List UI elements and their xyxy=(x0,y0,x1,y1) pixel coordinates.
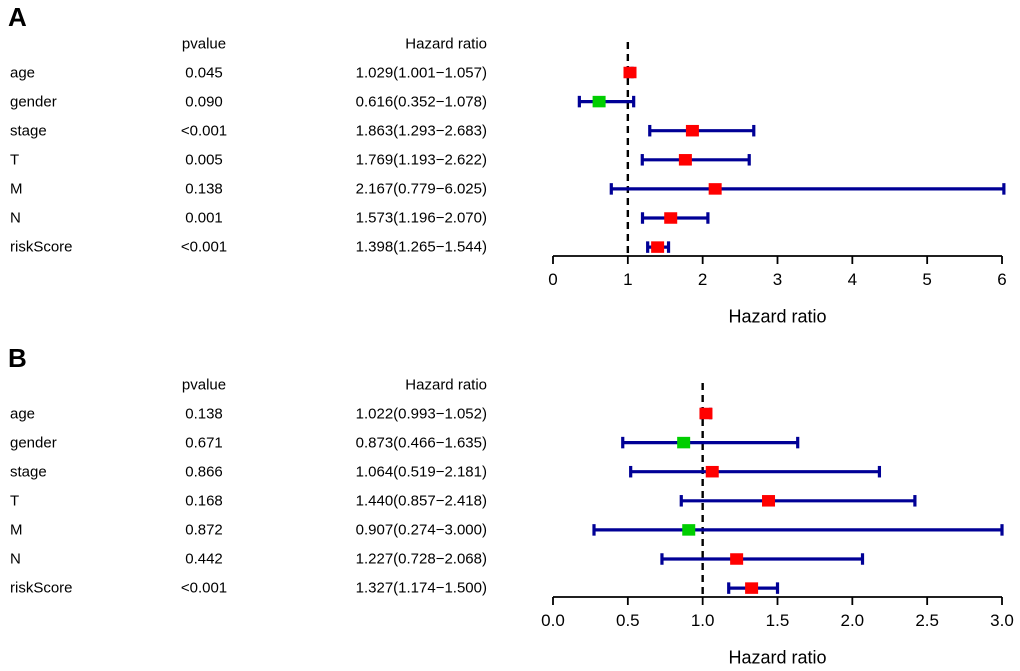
x-tick-label: 2 xyxy=(698,270,707,289)
row-label: stage xyxy=(10,463,47,481)
row-label: stage xyxy=(10,122,47,140)
hr-marker xyxy=(705,465,719,478)
row-label: N xyxy=(10,209,21,227)
x-tick-label: 2.0 xyxy=(841,611,865,630)
x-axis-title: Hazard ratio xyxy=(728,306,826,326)
row-label: gender xyxy=(10,93,57,111)
row-hazard-ratio-text: 1.440(0.857−2.418) xyxy=(355,492,487,510)
row-pvalue: 0.442 xyxy=(185,550,223,568)
forest-row xyxy=(592,524,1004,536)
row-hazard-ratio-text: 1.398(1.265−1.544) xyxy=(355,238,487,256)
row-label: gender xyxy=(10,434,57,452)
forest-row xyxy=(660,553,865,565)
forest-row xyxy=(648,124,756,137)
x-tick-label: 3 xyxy=(773,270,782,289)
forest-row xyxy=(609,183,1006,195)
row-hazard-ratio-text: 1.327(1.174−1.500) xyxy=(355,579,487,597)
row-label: riskScore xyxy=(10,579,73,597)
pvalue-column-header: pvalue xyxy=(181,35,227,53)
row-pvalue: 0.872 xyxy=(185,521,223,539)
forest-plot: 0 1 2 3 4 5 6 Hazard ratio xyxy=(548,42,1007,326)
hr-marker xyxy=(678,154,692,166)
forest-row xyxy=(640,212,710,224)
row-pvalue: 0.045 xyxy=(185,64,223,81)
x-axis-title: Hazard ratio xyxy=(728,647,826,667)
row-label: age xyxy=(10,64,36,81)
hr-marker xyxy=(762,495,776,507)
row-pvalue: 0.005 xyxy=(185,151,223,169)
forest-row xyxy=(640,154,751,166)
pvalue-column-header: pvalue xyxy=(181,376,227,394)
row-pvalue: 0.866 xyxy=(185,463,223,481)
hazard-ratio-column-header: Hazard ratio xyxy=(405,35,487,53)
hr-marker xyxy=(651,241,665,253)
hr-marker xyxy=(685,124,699,137)
row-hazard-ratio-text: 1.029(1.001−1.057) xyxy=(355,64,487,81)
forest-row xyxy=(629,465,882,478)
hr-marker xyxy=(699,407,713,420)
row-pvalue: <0.001 xyxy=(180,238,228,256)
hr-marker xyxy=(664,212,678,224)
row-pvalue: <0.001 xyxy=(180,122,228,140)
hr-marker xyxy=(592,95,606,108)
hr-marker xyxy=(745,582,759,594)
x-tick-label: 5 xyxy=(922,270,931,289)
x-tick-label: 1.0 xyxy=(691,611,715,630)
row-label: age xyxy=(10,405,36,422)
x-tick-label: 0.5 xyxy=(616,611,640,630)
row-label: T xyxy=(10,151,20,169)
row-hazard-ratio-text: 0.616(0.352−1.078) xyxy=(355,93,487,111)
forest-row xyxy=(699,407,713,420)
hr-marker xyxy=(730,553,744,565)
x-tick-label: 2.5 xyxy=(915,611,939,630)
row-hazard-ratio-text: 1.227(0.728−2.068) xyxy=(355,550,487,568)
panel-label: B xyxy=(8,343,27,373)
row-hazard-ratio-text: 1.064(0.519−2.181) xyxy=(355,463,487,481)
hr-marker xyxy=(682,524,696,536)
row-label: riskScore xyxy=(10,238,73,256)
row-hazard-ratio-text: 0.907(0.274−3.000) xyxy=(355,521,487,539)
row-label: M xyxy=(10,521,23,539)
panel-label: A xyxy=(8,2,27,32)
x-tick-label: 3.0 xyxy=(990,611,1014,630)
row-hazard-ratio-text: 2.167(0.779−6.025) xyxy=(355,180,487,198)
forest-row xyxy=(679,495,917,507)
row-label: T xyxy=(10,492,20,510)
row-label: M xyxy=(10,180,23,198)
x-tick-label: 6 xyxy=(997,270,1006,289)
row-pvalue: 0.090 xyxy=(185,93,223,111)
x-tick-label: 0.0 xyxy=(541,611,565,630)
forest-row xyxy=(646,241,671,253)
hr-marker xyxy=(708,183,722,195)
hazard-ratio-column-header: Hazard ratio xyxy=(405,376,487,394)
hr-marker xyxy=(623,66,637,79)
x-tick-label: 4 xyxy=(848,270,857,289)
forest-row xyxy=(623,66,637,79)
row-label: N xyxy=(10,550,21,568)
row-pvalue: 0.138 xyxy=(185,405,223,422)
row-pvalue: 0.001 xyxy=(185,209,223,227)
row-hazard-ratio-text: 1.573(1.196−2.070) xyxy=(355,209,487,227)
forest-plot: 0.0 0.5 1.0 1.5 2.0 2.5 3.0 Hazard ratio xyxy=(541,383,1014,667)
row-pvalue: <0.001 xyxy=(180,579,228,597)
forest-row xyxy=(727,582,780,594)
row-pvalue: 0.671 xyxy=(185,434,223,452)
x-tick-label: 1.5 xyxy=(766,611,790,630)
x-tick-label: 1 xyxy=(623,270,632,289)
row-hazard-ratio-text: 0.873(0.466−1.635) xyxy=(355,434,487,452)
forest-row xyxy=(577,95,636,108)
forest-row xyxy=(621,436,800,449)
x-tick-label: 0 xyxy=(548,270,557,289)
row-pvalue: 0.168 xyxy=(185,492,223,510)
hr-marker xyxy=(677,436,691,449)
row-hazard-ratio-text: 1.022(0.993−1.052) xyxy=(355,405,487,422)
row-pvalue: 0.138 xyxy=(185,180,223,198)
row-hazard-ratio-text: 1.769(1.193−2.622) xyxy=(355,151,487,169)
row-hazard-ratio-text: 1.863(1.293−2.683) xyxy=(355,122,487,140)
